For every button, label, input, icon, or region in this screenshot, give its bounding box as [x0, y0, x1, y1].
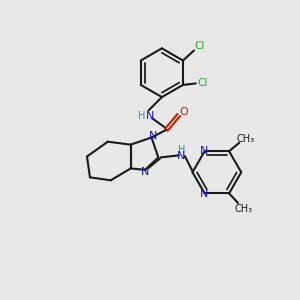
Text: N: N — [146, 111, 154, 121]
Text: CH₃: CH₃ — [237, 134, 255, 144]
Text: O: O — [180, 107, 189, 117]
Text: CH₃: CH₃ — [235, 204, 253, 214]
Text: N: N — [200, 189, 208, 199]
Text: Cl: Cl — [195, 41, 205, 51]
Text: N: N — [141, 167, 150, 177]
Text: Cl: Cl — [198, 78, 208, 88]
Text: H: H — [138, 111, 146, 121]
Text: N: N — [149, 131, 157, 141]
Text: N: N — [200, 146, 208, 156]
Text: H: H — [178, 145, 185, 155]
Text: N: N — [177, 151, 185, 161]
